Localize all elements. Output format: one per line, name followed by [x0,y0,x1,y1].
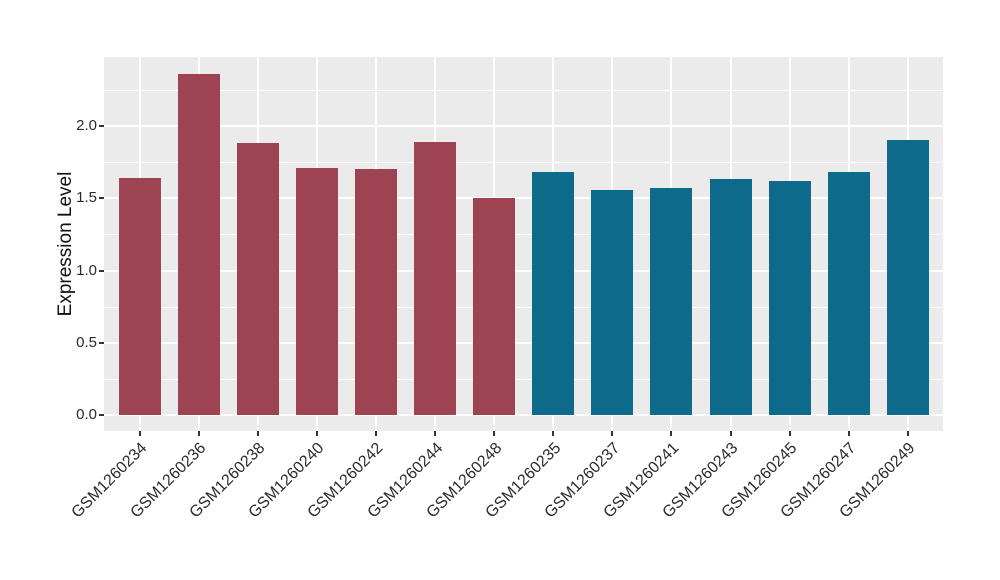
gridline-horizontal-major [104,125,943,127]
x-tick [316,431,319,436]
y-tick-label: 2.0 [76,117,97,134]
y-tick-label: 1.5 [76,189,97,207]
bar-GSM1260236 [178,73,221,415]
bar-GSM1260238 [237,143,280,415]
y-tick [99,197,104,200]
x-tick [139,431,141,436]
gridline-horizontal-minor [104,162,943,164]
bar-GSM1260244 [414,141,457,415]
bar-GSM1260245 [768,180,811,415]
x-tick [375,431,378,436]
gridline-horizontal-major [104,341,943,344]
gridline-horizontal-major [104,197,943,200]
x-tick [198,431,201,436]
gridline-horizontal-minor [104,234,943,236]
x-tick [670,431,673,436]
y-tick-label: 0.0 [76,406,97,423]
bar-GSM1260247 [827,172,870,415]
bar-GSM1260249 [886,140,929,415]
x-tick [611,431,614,436]
gridline-horizontal-minor [104,306,943,308]
y-tick [99,414,104,416]
bars-layer [104,57,943,431]
gridline-horizontal-major [104,414,943,416]
y-tick-label: 1.0 [76,261,97,279]
bar-GSM1260234 [119,178,161,415]
bar-GSM1260237 [591,189,634,415]
y-tick-label: 0.5 [76,333,97,351]
gridline-horizontal-minor [104,89,943,91]
y-tick [99,125,104,127]
y-tick [99,341,104,344]
x-tick [257,431,260,436]
y-axis-title: Expression Level [55,171,76,317]
bar-GSM1260243 [709,179,752,415]
x-tick [906,431,909,436]
x-tick [552,431,555,436]
bar-GSM1260235 [532,172,575,415]
y-tick [99,269,104,272]
x-tick [847,431,850,436]
x-tick [729,431,732,436]
bar-GSM1260241 [650,188,693,415]
plot-panel [104,57,943,431]
x-tick [788,431,791,436]
bar-GSM1260242 [355,169,398,415]
gridline-horizontal-major [104,269,943,272]
bar-GSM1260240 [296,167,339,415]
x-tick [434,431,437,436]
gridline-horizontal-minor [104,378,943,380]
x-tick [493,431,496,436]
bar-GSM1260248 [473,198,516,415]
